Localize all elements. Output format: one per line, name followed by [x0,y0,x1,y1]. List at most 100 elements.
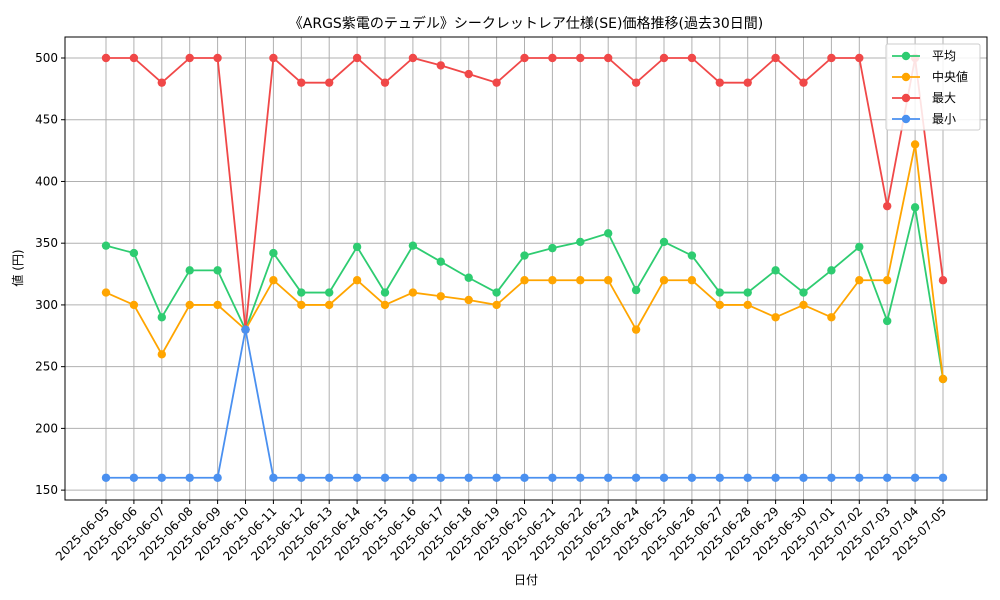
data-point [771,313,780,322]
data-point [520,251,529,260]
legend-label: 最大 [932,91,956,105]
data-point [269,473,278,482]
legend-item: 最小 [892,112,956,126]
data-point [631,473,641,482]
data-point [436,473,445,482]
series-layer [101,53,948,482]
data-point [185,473,194,482]
legend-item: 中央値 [892,69,968,84]
data-point [213,266,222,275]
data-point [743,288,752,297]
data-point [157,78,166,87]
data-point [687,251,697,260]
data-point [883,316,892,326]
data-point [743,300,752,310]
data-point [604,229,613,238]
data-point [659,237,669,247]
data-point [269,248,278,258]
legend-marker [901,93,911,103]
data-point [436,61,445,70]
data-point [408,241,418,250]
data-point [213,53,222,63]
data-point [297,473,306,482]
data-point [827,473,836,482]
data-point [520,473,529,482]
data-point [408,473,418,482]
legend-item: 最大 [892,91,956,105]
y-tick-label: 200 [35,421,58,435]
y-tick-label: 250 [35,360,58,374]
data-point [129,248,139,258]
legend-box [885,43,981,131]
data-point [827,266,836,275]
data-point [464,273,473,282]
data-point [687,276,697,285]
data-point [855,53,864,63]
data-point [492,288,501,297]
data-point [492,473,501,482]
data-point [910,473,920,482]
data-point [827,313,836,322]
data-point [576,53,585,63]
data-point [129,300,139,310]
data-point [631,325,641,334]
chart-title: 《ARGS紫電のテュデル》シークレットレア仕様(SE)価格推移(過去30日間) [289,15,763,32]
data-point [576,276,585,285]
data-point [799,288,808,297]
data-point [938,473,948,482]
data-point [325,288,334,297]
data-point [771,53,780,63]
data-point [883,276,892,285]
data-point [101,288,111,297]
data-point [380,288,390,297]
y-tick-label: 500 [35,51,58,65]
data-point [855,276,864,285]
data-point [883,473,892,482]
x-axis: 2025-06-052025-06-062025-06-072025-06-08… [53,500,949,563]
data-point [408,288,418,297]
data-point [297,300,306,310]
data-point [548,243,557,253]
data-point [213,300,222,310]
data-point [185,53,194,63]
data-point [715,288,724,297]
data-point [883,201,892,211]
data-point [576,473,585,482]
data-point [604,276,613,285]
data-point [380,78,390,87]
data-point [520,276,529,285]
y-axis: 150 200 250 300 350 400 450 500 [35,51,65,497]
data-point [631,285,641,295]
data-point [771,266,780,275]
y-tick-label: 400 [35,174,58,188]
data-point [771,473,780,482]
data-point [938,276,948,285]
data-point [464,295,473,305]
legend-label: 中央値 [932,69,968,84]
data-point [157,350,166,359]
data-point [799,300,808,310]
data-point [548,473,557,482]
data-point [799,78,808,87]
data-point [157,313,166,322]
data-point [799,473,808,482]
data-point [492,300,501,310]
data-point [352,276,362,285]
data-point [352,53,362,63]
data-point [659,473,669,482]
data-point [464,69,473,79]
data-point [855,473,864,482]
data-point [827,53,836,63]
data-point [910,140,920,149]
y-tick-label: 300 [35,298,58,312]
y-axis-label: 値 (円) [10,249,25,286]
legend-marker [901,72,911,82]
data-point [325,300,334,310]
grid [65,37,987,500]
series-最小 [101,325,948,482]
data-point [715,473,724,482]
legend-label: 最小 [932,112,956,126]
data-point [101,473,111,482]
legend-marker [901,51,911,61]
